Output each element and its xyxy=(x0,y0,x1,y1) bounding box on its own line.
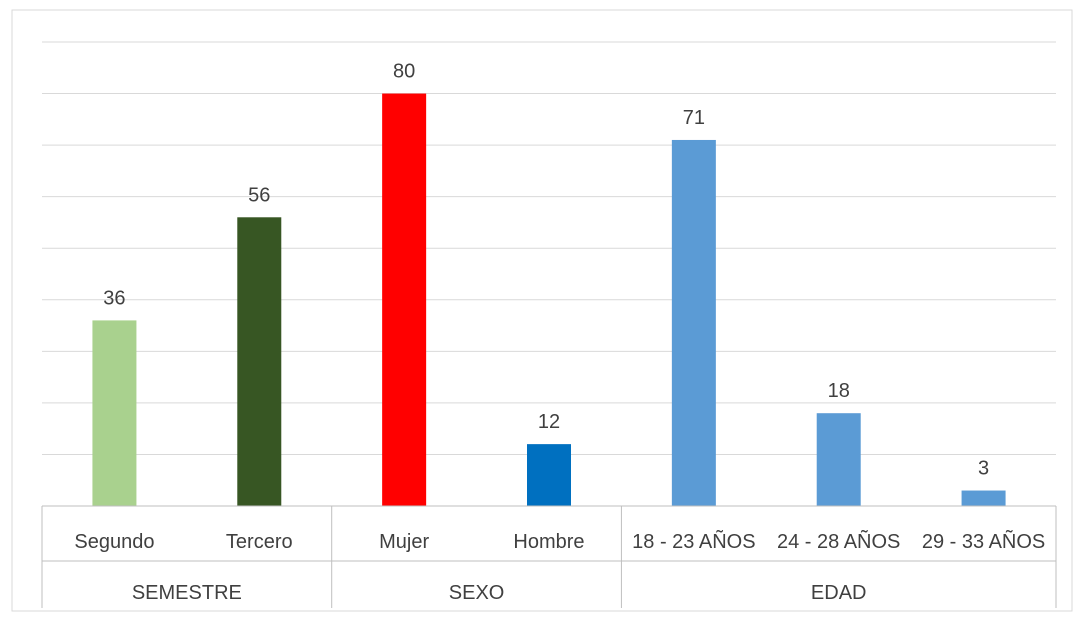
bar xyxy=(816,413,861,506)
bar xyxy=(527,444,571,506)
data-label: 3 xyxy=(978,458,989,480)
chart-border xyxy=(11,9,1073,612)
group-label: SEMESTRE xyxy=(132,582,242,604)
data-label: 71 xyxy=(683,107,705,129)
group-label: EDAD xyxy=(811,582,867,604)
category-label: 24 - 28 AÑOS xyxy=(777,529,900,553)
category-label: Segundo xyxy=(74,531,154,553)
category-label: Mujer xyxy=(379,531,429,553)
bars xyxy=(92,93,1006,507)
category-label: 29 - 33 AÑOS xyxy=(922,529,1045,553)
category-label: 18 - 23 AÑOS xyxy=(632,529,755,553)
category-label: Hombre xyxy=(513,531,584,553)
data-label: 36 xyxy=(103,287,125,309)
bar xyxy=(961,490,1006,506)
data-labels: 36 56 80 12 71 18 3 xyxy=(103,61,989,480)
category-axis: Segundo Tercero Mujer Hombre 18 - 23 AÑOS 24 … xyxy=(41,505,1057,608)
data-label: 80 xyxy=(393,61,415,83)
data-label: 12 xyxy=(538,411,560,433)
gridlines xyxy=(42,41,1056,455)
data-label: 18 xyxy=(828,380,850,402)
data-label: 56 xyxy=(248,184,270,206)
group-label: SEXO xyxy=(449,582,505,604)
bar xyxy=(382,93,427,507)
category-label: Tercero xyxy=(226,531,293,553)
bar xyxy=(237,217,282,507)
bar xyxy=(92,320,137,506)
bar xyxy=(671,139,716,506)
